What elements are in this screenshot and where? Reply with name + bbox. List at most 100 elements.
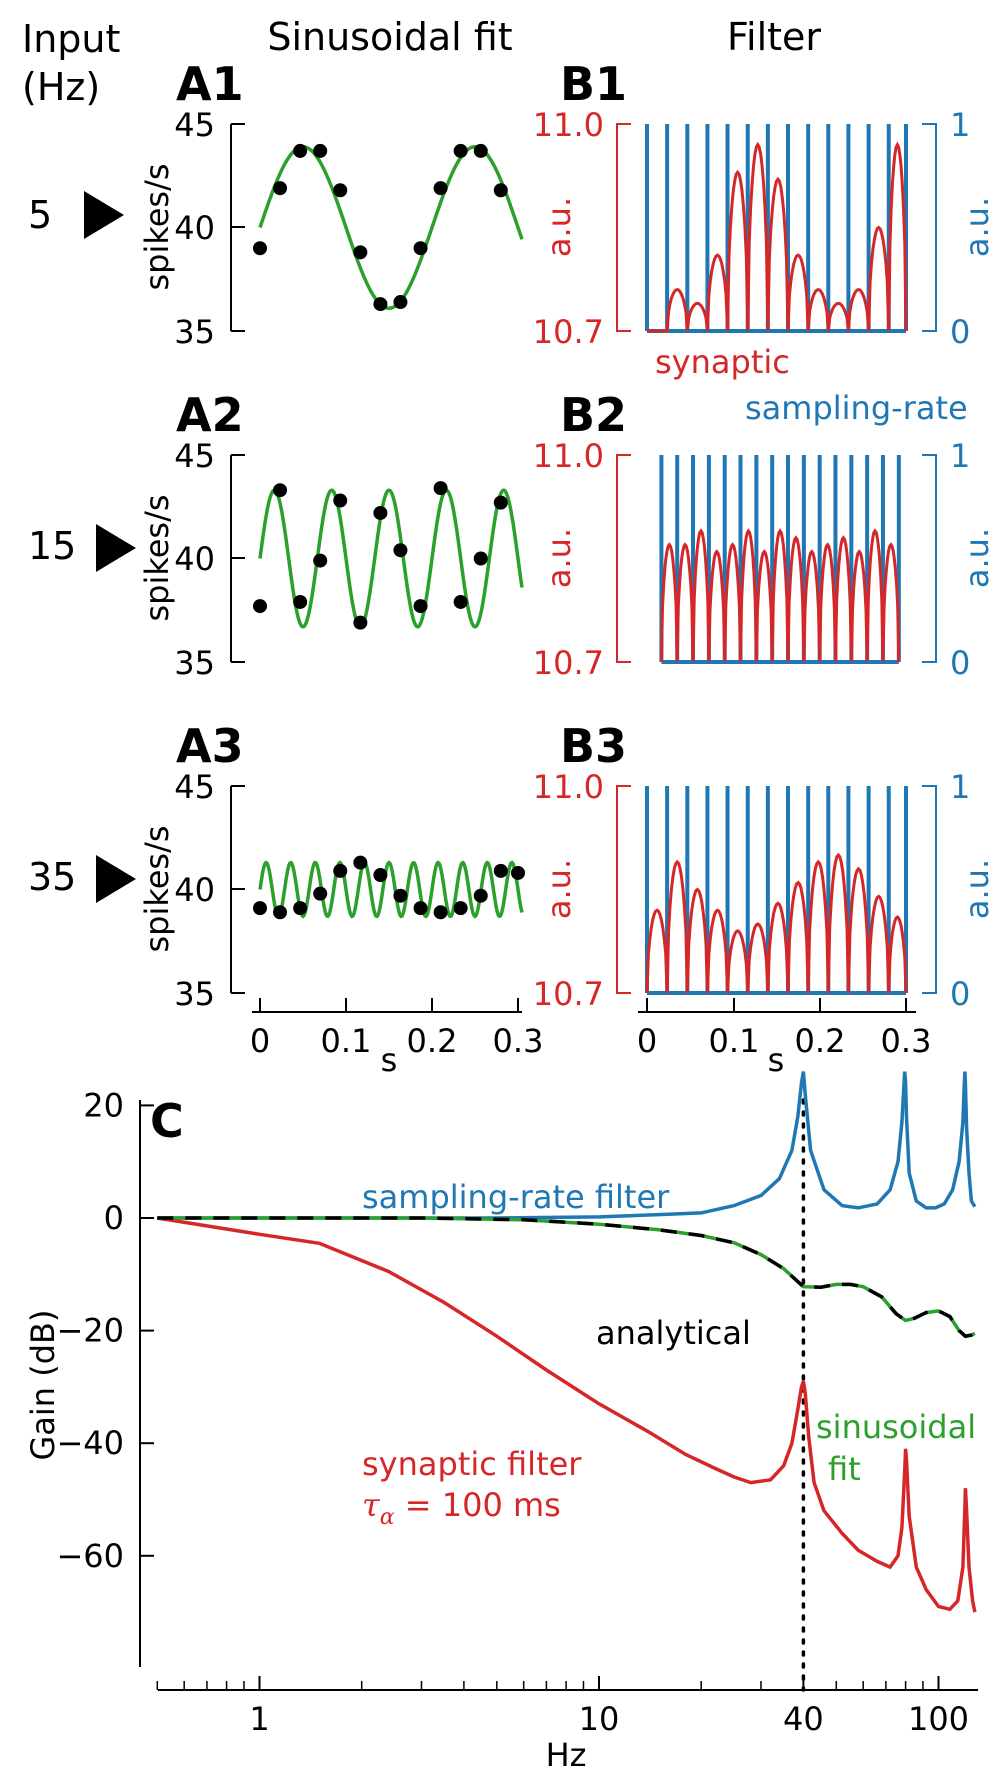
data-point [373,505,388,520]
data-point [333,493,348,508]
data-point [511,865,525,880]
panel-b2: B2 11.0 10.7 a.u. 1 0 a.u. [533,388,996,682]
triangle-right-icon [96,524,136,572]
y-tick-label: 35 [174,313,215,351]
sinusoidal-fit-label-line1: sinusoidal [816,1408,976,1446]
x-tick-label: 40 [783,1700,824,1738]
right-y-tick-label: 0 [950,644,970,682]
data-point [273,181,288,196]
data-point [473,551,488,566]
data-point [273,483,288,498]
synaptic-trace [659,528,901,663]
right-y-tick-label: 0 [950,313,970,351]
x-tick-label: 0.1 [709,1022,760,1060]
data-point [493,495,508,510]
data-point [353,615,368,630]
sampling-rate-series-label: sampling-rate [745,389,968,427]
y-tick-label: 40 [174,540,215,578]
data-point [353,245,368,260]
y-axis-label: spikes/s [138,494,176,621]
data-point [253,901,267,916]
y-tick-label: 45 [174,437,215,475]
data-point [473,888,488,903]
data-point [453,594,468,609]
data-point [453,901,468,916]
panel-label-a3: A3 [176,719,244,773]
y-ticks: 20 0 −20 −40 −60 [56,1086,154,1575]
x-axis-label: s [381,1041,398,1079]
y-tick-label: 35 [174,644,215,682]
x-major-ticks: 1 10 40 100 [249,1676,969,1738]
data-point [293,901,308,916]
panel-label-b3: B3 [560,719,627,773]
y-axis-label: spikes/s [138,163,176,290]
sampling-rate-filter-label: sampling-rate filter [362,1178,670,1216]
data-point [333,863,348,878]
data-points [253,481,508,630]
data-point [373,297,388,312]
left-y-tick-label: 11.0 [533,106,604,144]
x-axis-label: s [768,1041,785,1079]
data-point [373,868,388,883]
x-tick-label: 1 [249,1700,269,1738]
left-y-axis [616,454,631,663]
panel-a2: A2 45 40 35 spikes/s [138,388,524,682]
synaptic-trace [645,852,908,994]
synaptic-filter-label: synaptic filter [362,1445,582,1483]
synaptic-filter-curve [157,1216,977,1613]
data-point [493,183,508,198]
analytical-curve [157,1216,976,1339]
panel-label-b2: B2 [560,388,627,442]
right-y-axis-label: a.u. [958,859,996,919]
left-y-axis-label: a.u. [540,528,578,588]
fit-curve [258,488,524,629]
data-point [473,143,488,158]
panel-a3: A3 45 40 35 spikes/s 0 0.1 0.2 0.3 s [138,719,543,1079]
filter-column-header: Filter [727,15,821,59]
data-point [433,905,448,920]
right-y-axis-label: a.u. [958,528,996,588]
panel-c: C 20 0 −20 −40 −60 1 10 40 100 Gain (dB) Hz sam… [24,1071,978,1771]
data-point [313,553,328,568]
left-y-axis [616,123,631,332]
right-y-tick-label: 0 [950,975,970,1013]
right-y-tick-label: 1 [950,768,970,806]
panel-label-a1: A1 [176,57,244,111]
tau-label: τα = 100 ms [362,1486,561,1530]
data-point [493,863,508,878]
data-point [313,143,328,158]
y-tick-label: 35 [174,975,215,1013]
x-minor-ticks [156,1681,924,1690]
triangle-right-icon [84,191,124,239]
x-tick-label: 0.1 [321,1022,372,1060]
panel-label-c: C [150,1094,184,1148]
input-freq-15: 15 [28,524,76,568]
y-tick-label: 45 [174,768,215,806]
data-point [333,183,348,198]
input-unit-header: (Hz) [22,65,100,109]
right-y-axis [922,454,937,663]
x-tick-label: 0.2 [795,1022,846,1060]
left-y-tick-label: 11.0 [533,437,604,475]
data-point [253,241,267,256]
right-y-axis [922,785,937,994]
panel-b1: B1 11.0 10.7 a.u. 1 0 a.u. synaptic samp… [533,57,996,427]
tau-subscript: α [380,1505,395,1530]
panel-label-a2: A2 [176,388,244,442]
fit-curve [258,145,524,310]
y-tick-label: 40 [174,209,215,247]
input-header: Input [22,17,120,61]
y-tick-label: 0 [104,1199,124,1237]
y-tick-label: 45 [174,106,215,144]
panel-b3: B3 11.0 10.7 a.u. 1 0 a.u. 0 0.1 0.2 0.3… [533,719,996,1079]
right-y-tick-label: 1 [950,437,970,475]
data-point [433,181,448,196]
y-tick-label: 40 [174,871,215,909]
data-point [413,599,428,614]
left-y-axis-label: a.u. [540,859,578,919]
y-axis-label: Gain (dB) [24,1310,62,1461]
x-axis-label: Hz [546,1736,587,1771]
data-point [293,594,308,609]
synaptic-series-label: synaptic [655,343,790,381]
